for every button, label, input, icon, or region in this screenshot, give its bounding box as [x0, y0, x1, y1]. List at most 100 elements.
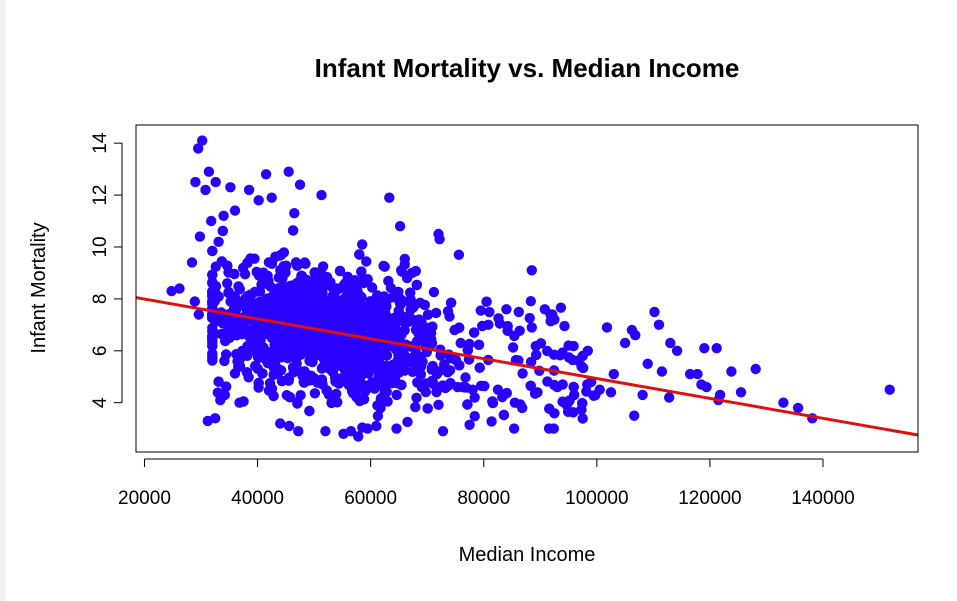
data-point: [395, 294, 407, 305]
data-point: [442, 306, 454, 317]
data-point: [391, 423, 402, 434]
data-point: [428, 286, 440, 298]
data-point: [453, 249, 465, 260]
data-point: [210, 413, 221, 424]
x-tick-label: 80000: [457, 488, 510, 509]
data-point: [277, 302, 288, 313]
data-point: [464, 419, 475, 430]
data-point: [778, 397, 789, 408]
data-point: [410, 401, 421, 413]
data-point: [408, 301, 419, 312]
data-point: [469, 411, 480, 422]
data-point: [234, 361, 246, 372]
data-point: [699, 343, 710, 354]
x-tick-label: 20000: [118, 488, 171, 509]
data-point: [238, 396, 249, 407]
data-point: [357, 239, 368, 250]
data-point: [395, 379, 407, 390]
data-point: [239, 299, 250, 311]
data-point: [375, 393, 387, 404]
data-point: [426, 338, 438, 349]
data-point: [345, 426, 357, 437]
data-point: [166, 285, 177, 297]
data-point: [557, 379, 568, 390]
data-point: [629, 410, 640, 421]
data-point: [292, 330, 303, 341]
data-point: [280, 266, 291, 277]
data-point: [229, 205, 241, 216]
y-tick-label: 4: [90, 397, 111, 408]
data-point: [220, 335, 231, 347]
y-axis: 4 6 8 10 12 14: [90, 132, 123, 408]
data-point: [210, 281, 222, 292]
data-point: [664, 392, 675, 403]
data-point: [317, 379, 328, 390]
data-point: [213, 236, 224, 247]
data-point: [608, 368, 619, 380]
data-point: [242, 350, 253, 361]
data-point: [292, 398, 303, 409]
data-point: [554, 350, 566, 361]
data-point: [371, 364, 383, 376]
data-point: [290, 353, 302, 364]
data-point: [405, 287, 416, 298]
data-point: [498, 409, 510, 421]
data-point: [517, 368, 528, 379]
data-point: [543, 423, 555, 434]
y-tick-label: 14: [90, 132, 111, 154]
data-point: [502, 325, 513, 336]
data-point: [413, 361, 424, 372]
data-point: [333, 315, 345, 326]
data-point: [320, 426, 331, 437]
data-point: [372, 290, 383, 301]
data-point: [535, 338, 547, 349]
data-point: [260, 169, 272, 180]
data-point: [332, 397, 343, 408]
data-point: [356, 266, 367, 277]
data-point: [577, 398, 588, 409]
data-point: [331, 294, 342, 306]
data-point: [309, 388, 321, 399]
data-point: [289, 208, 300, 219]
data-point: [363, 361, 374, 372]
data-point: [410, 265, 421, 277]
data-point: [206, 215, 217, 227]
data-point: [462, 345, 473, 356]
data-point: [354, 249, 365, 260]
data-point: [197, 135, 208, 146]
x-axis: 20000 40000 60000 80000 100000 120000 140000: [118, 458, 855, 509]
data-point: [371, 356, 382, 367]
data-point: [427, 360, 438, 372]
data-point: [287, 225, 299, 236]
data-point: [437, 426, 449, 437]
data-point: [568, 381, 579, 393]
data-point: [563, 352, 575, 363]
data-point: [422, 309, 434, 320]
data-point: [750, 363, 761, 375]
data-point: [701, 381, 712, 393]
data-point: [455, 337, 466, 349]
data-point: [253, 195, 264, 206]
data-point: [368, 339, 379, 350]
data-point: [457, 381, 469, 393]
data-point: [287, 362, 299, 373]
data-point: [411, 279, 422, 291]
data-point: [312, 312, 323, 323]
data-point: [656, 366, 668, 377]
data-point: [508, 423, 520, 434]
y-axis-label: Infant Mortality: [28, 222, 50, 353]
data-point: [264, 321, 275, 332]
data-point: [251, 319, 262, 331]
chart-title: Infant Mortality vs. Median Income: [315, 53, 740, 83]
data-point: [333, 338, 344, 349]
data-point: [281, 326, 292, 337]
data-point: [253, 270, 265, 281]
data-point: [402, 416, 413, 428]
data-point: [239, 269, 251, 280]
data-point: [431, 386, 442, 398]
data-point: [653, 319, 665, 330]
data-point: [225, 182, 236, 193]
data-point: [726, 366, 737, 377]
data-point: [218, 210, 229, 221]
data-point: [399, 325, 410, 336]
